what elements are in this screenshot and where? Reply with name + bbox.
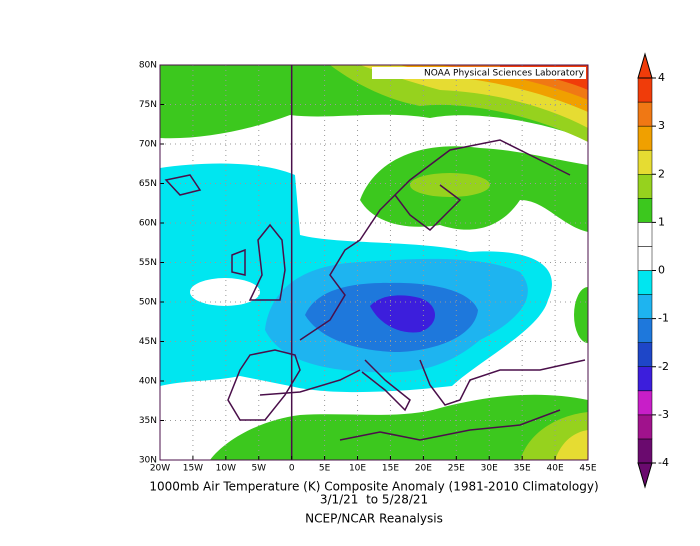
colorbar-label: -4 bbox=[658, 456, 669, 469]
lon-tick-label: 15W bbox=[183, 464, 203, 474]
colorbar-bin bbox=[637, 149, 653, 175]
credit: NOAA Physical Sciences Laboratory bbox=[424, 69, 585, 79]
colorbar-label: -3 bbox=[658, 408, 669, 421]
lon-tick-label: 0 bbox=[289, 464, 295, 474]
lon-tick-label: 30E bbox=[481, 464, 498, 474]
lat-tick-label: 50N bbox=[139, 298, 157, 308]
colorbar-label: -2 bbox=[658, 360, 669, 373]
lon-tick-label: 35E bbox=[514, 464, 531, 474]
colorbar-label: 1 bbox=[658, 215, 665, 228]
coastlines bbox=[164, 139, 586, 441]
colorbar-label: 0 bbox=[658, 264, 665, 277]
map-title: 1000mb Air Temperature (K) Composite Ano… bbox=[149, 480, 598, 494]
lon-tick-label: 5E bbox=[319, 464, 331, 474]
colorbar-bin bbox=[637, 342, 653, 367]
lon-tick-label: 5W bbox=[251, 464, 266, 474]
colorbar-bin bbox=[637, 101, 653, 127]
colorbar-bin bbox=[637, 366, 653, 392]
colorbar-bin bbox=[637, 246, 653, 271]
colorbar-bin bbox=[637, 294, 653, 319]
lat-tick-label: 65N bbox=[139, 179, 157, 189]
colorbar-arrow bbox=[637, 462, 653, 489]
lon-tick-label: 10W bbox=[216, 464, 236, 474]
lon-tick-label: 20W bbox=[150, 464, 170, 474]
colorbar-label: -1 bbox=[658, 312, 669, 325]
lat-tick-label: 60N bbox=[139, 219, 157, 229]
colorbar-label: 3 bbox=[658, 119, 665, 132]
colorbar-arrow bbox=[637, 52, 653, 79]
map-frame bbox=[159, 64, 589, 461]
colorbar-bin bbox=[637, 174, 653, 199]
colorbar-bin bbox=[637, 318, 653, 343]
colorbar-bin bbox=[637, 438, 653, 464]
colorbar-bin bbox=[637, 77, 653, 103]
lon-tick-label: 40E bbox=[547, 464, 564, 474]
lat-tick-label: 30N bbox=[139, 456, 157, 466]
date-range: 3/1/21 to 5/28/21 bbox=[320, 493, 428, 507]
lat-tick-label: 80N bbox=[139, 61, 157, 71]
colorbar-bin bbox=[637, 414, 653, 440]
lon-tick-label: 20E bbox=[415, 464, 432, 474]
colorbar-bin bbox=[637, 270, 653, 295]
colorbar-bin bbox=[637, 390, 653, 416]
colorbar-bin bbox=[637, 198, 653, 223]
lat-tick-label: 40N bbox=[139, 377, 157, 387]
lat-tick-label: 75N bbox=[139, 100, 157, 110]
lon-tick-label: 25E bbox=[448, 464, 465, 474]
colorbar-bin bbox=[637, 222, 653, 247]
lon-tick-label: 15E bbox=[382, 464, 399, 474]
lon-tick-label: 45E bbox=[579, 464, 596, 474]
colorbar-bin bbox=[637, 125, 653, 151]
lat-tick-label: 55N bbox=[139, 258, 157, 268]
lon-tick-label: 10E bbox=[349, 464, 366, 474]
colorbar: -4 -3 -2 -1 0 1 2 3 4 bbox=[637, 52, 669, 489]
lat-tick-label: 70N bbox=[139, 140, 157, 150]
lat-tick-label: 35N bbox=[139, 416, 157, 426]
credit-box bbox=[372, 67, 586, 79]
colorbar-label: 4 bbox=[658, 71, 665, 84]
colorbar-label: 2 bbox=[658, 167, 665, 180]
source: NCEP/NCAR Reanalysis bbox=[305, 512, 443, 526]
lat-tick-label: 45N bbox=[139, 337, 157, 347]
